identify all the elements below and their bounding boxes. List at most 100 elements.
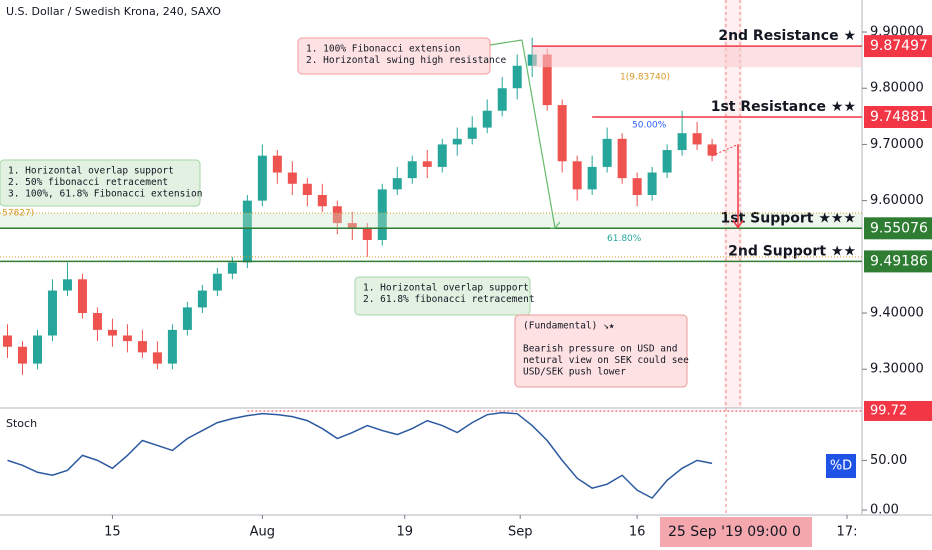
candle-body <box>437 144 447 167</box>
level-name: 2nd Support ★★ <box>728 243 856 259</box>
candle-body <box>557 105 567 162</box>
price-label: 9.49186 <box>870 253 928 269</box>
annotation-text: (Fundamental) ↘★ <box>523 321 615 332</box>
y-tick-label: 9.60000 <box>870 193 924 208</box>
candle-body <box>212 273 222 291</box>
projection <box>711 143 739 157</box>
candle-body <box>302 183 312 196</box>
stoch-marker-label: 99.72 <box>870 403 907 418</box>
candle-body <box>242 200 252 263</box>
y-tick-label: 9.70000 <box>870 137 924 152</box>
fib-label: 1(9.83740) <box>620 73 670 83</box>
price-label: 9.55076 <box>870 220 928 236</box>
y-tick-label: 9.40000 <box>870 306 924 321</box>
annotation-text: 2. 61.8% fibonacci retracement <box>363 294 535 305</box>
y-tick-label: 50.00 <box>870 453 907 468</box>
annotation-text: 1. Horizontal overlap support <box>363 283 529 294</box>
candle-body <box>452 138 462 145</box>
x-tick-label: 16 <box>629 525 646 540</box>
level-name: 1st Support ★★★ <box>721 210 856 226</box>
price-label-box <box>864 250 932 273</box>
chart-title: U.S. Dollar / Swedish Krona, 240, SAXO <box>6 5 221 18</box>
candle-body <box>2 335 12 347</box>
fib-label: 61.80% <box>607 234 642 244</box>
candle-body <box>62 279 72 291</box>
price-label-box <box>864 105 932 128</box>
candle-body <box>662 150 672 173</box>
arrow <box>489 39 523 46</box>
candle-body <box>17 346 27 364</box>
resistance-zone <box>532 46 862 68</box>
annotation-text: netural view on SEK could see <box>523 355 689 366</box>
candle-body <box>602 138 612 167</box>
stoch-marker-box <box>864 400 932 421</box>
candle-body <box>32 335 42 364</box>
candle-body <box>92 313 102 330</box>
x-tick-label: 17: <box>837 525 858 540</box>
level-name: 2nd Resistance ★ <box>718 28 856 44</box>
time-band <box>724 0 742 408</box>
y-tick-label: 9.80000 <box>870 81 924 96</box>
annotation-box <box>0 159 201 207</box>
candle-body <box>227 262 237 274</box>
candle-body <box>257 155 267 201</box>
annotation-text: 1. 100% Fibonacci extension <box>306 44 460 55</box>
annotation-box <box>514 314 688 388</box>
crosshair-label: 25 Sep '19 09:00 0 <box>668 524 801 540</box>
x-tick-label: Aug <box>250 525 275 540</box>
annotation-text: 2. 50% fibonacci retracement <box>8 177 168 188</box>
marks <box>2 37 717 375</box>
candle-body <box>647 172 657 196</box>
indicator-legend: %D <box>830 459 852 474</box>
annotation-text: 2. Horizontal swing high resistance <box>306 55 506 66</box>
arrow-head <box>732 219 744 229</box>
candle-body <box>47 290 57 336</box>
fib-label: 50.00% <box>632 120 667 130</box>
candle-body <box>572 161 582 190</box>
candle-body <box>122 335 132 342</box>
arrow <box>550 221 561 229</box>
candle-body <box>377 189 387 240</box>
stoch-line <box>7 411 713 500</box>
x-tick-label: 15 <box>104 525 121 540</box>
candle-body <box>317 195 327 207</box>
candle-body <box>107 329 117 336</box>
candle-body <box>272 155 282 173</box>
annotation-text: USD/SEK push lower <box>523 367 626 378</box>
candle-body <box>632 178 642 196</box>
candle-body <box>512 65 522 89</box>
indicator-name: Stoch <box>6 417 37 430</box>
candle-body <box>617 138 627 179</box>
candle-body <box>197 290 207 308</box>
candle-body <box>482 110 492 128</box>
candle-body <box>422 161 432 167</box>
level-name: 1st Resistance ★★ <box>711 99 856 115</box>
candle-body <box>362 228 372 240</box>
candle-body <box>407 161 417 179</box>
annotation-text: 1. Horizontal overlap support <box>8 166 174 177</box>
candle-body <box>677 133 687 151</box>
candle-body <box>182 307 192 330</box>
candle-body <box>347 223 357 229</box>
annotation-text: Bearish pressure on USD and <box>523 344 677 355</box>
crosshair-label-box <box>660 517 812 547</box>
candle-body <box>287 172 297 184</box>
candle-body <box>332 206 342 224</box>
indicator-legend-box <box>826 454 856 478</box>
candle-body <box>77 279 87 314</box>
candle-body <box>707 144 717 156</box>
price-label-box <box>864 217 932 240</box>
candle-body <box>497 88 507 111</box>
candle-body <box>692 133 702 145</box>
candle-body <box>587 166 597 190</box>
candle-body <box>152 352 162 364</box>
price-label: 9.87497 <box>870 38 928 54</box>
y-tick-label: 0.00 <box>870 503 899 518</box>
candle-body <box>467 127 477 139</box>
price-label-box <box>864 35 932 58</box>
annotation-text: 3. 100%, 61.8% Fibonacci extension <box>8 189 202 200</box>
price-label: 9.74881 <box>870 109 928 125</box>
candle-body <box>392 178 402 190</box>
